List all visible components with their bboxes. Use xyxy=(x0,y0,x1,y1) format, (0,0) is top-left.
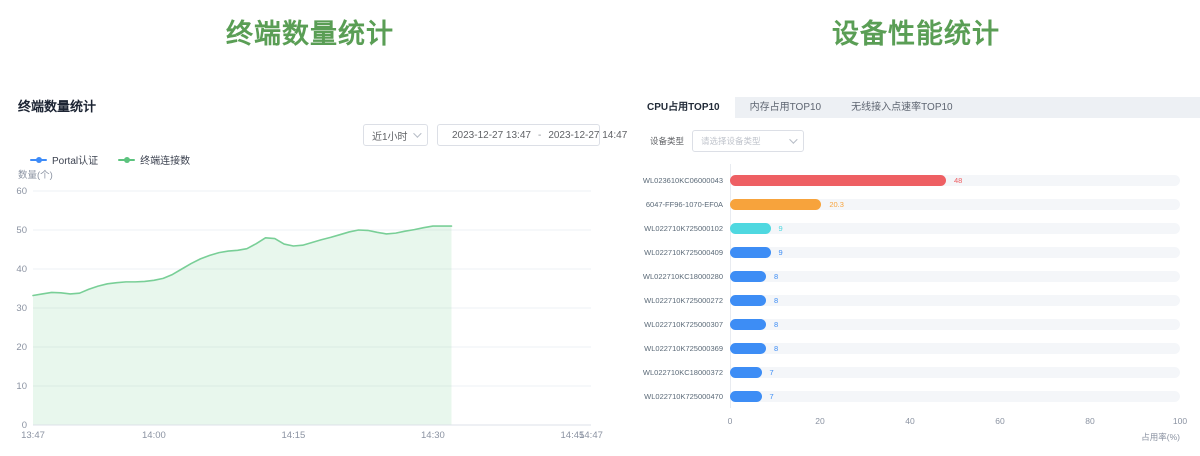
svg-text:60: 60 xyxy=(16,186,27,197)
right-page-title: 设备性能统计 xyxy=(632,12,1200,51)
bar-row: WL022710KC18000280 8 xyxy=(632,264,1180,288)
bar-row: WL023610KC06000043 48 xyxy=(632,168,1180,192)
device-label: WL022710K725000369 xyxy=(632,344,730,353)
bar-row: WL022710K725000102 9 xyxy=(632,216,1180,240)
performance-tabs: CPU占用TOP10内存占用TOP10无线接入点速率TOP10 xyxy=(632,97,1200,118)
bar-value: 8 xyxy=(774,271,778,282)
bar[interactable] xyxy=(730,343,766,354)
device-type-filter: 设备类型 请选择设备类型 xyxy=(650,130,804,152)
svg-text:14:00: 14:00 xyxy=(142,430,166,441)
device-label: WL022710KC18000280 xyxy=(632,272,730,281)
legend-item-1[interactable]: 终端连接数 xyxy=(118,152,190,167)
date-start: 2023-12-27 13:47 xyxy=(452,130,531,141)
legend-item-0[interactable]: Portal认证 xyxy=(30,152,98,167)
bar[interactable] xyxy=(730,391,762,402)
bar-value: 7 xyxy=(770,391,774,402)
bar-track: 48 xyxy=(730,175,1180,186)
svg-text:13:47: 13:47 xyxy=(21,430,45,441)
bar-value: 7 xyxy=(770,367,774,378)
date-end: 2023-12-27 14:47 xyxy=(548,130,627,141)
bar-value: 9 xyxy=(779,247,783,258)
bar-row: 6047-FF96-1070-EF0A 20.3 xyxy=(632,192,1180,216)
time-range-select[interactable]: 近1小时 xyxy=(363,124,428,146)
bar[interactable] xyxy=(730,199,821,210)
svg-text:14:30: 14:30 xyxy=(421,430,445,441)
bar-value: 8 xyxy=(774,343,778,354)
bar[interactable] xyxy=(730,247,771,258)
device-label: WL022710K725000272 xyxy=(632,296,730,305)
bar-track: 9 xyxy=(730,223,1180,234)
bar-track: 8 xyxy=(730,343,1180,354)
chevron-down-icon xyxy=(413,129,421,137)
date-range-input[interactable]: 2023-12-27 13:47 - 2023-12-27 14:47 xyxy=(437,124,600,146)
bar-value: 9 xyxy=(779,223,783,234)
svg-text:50: 50 xyxy=(16,225,27,236)
device-label: WL022710K725000409 xyxy=(632,248,730,257)
bar-row: WL022710K725000272 8 xyxy=(632,288,1180,312)
bar[interactable] xyxy=(730,271,766,282)
performance-tab-2[interactable]: 无线接入点速率TOP10 xyxy=(836,97,968,118)
cpu-top10-bar-chart: WL023610KC06000043 48 6047-FF96-1070-EF0A 2… xyxy=(632,168,1180,443)
bar[interactable] xyxy=(730,367,762,378)
device-label: WL022710K725000102 xyxy=(632,224,730,233)
legend-line-dot-icon xyxy=(118,156,135,163)
bar-track: 20.3 xyxy=(730,199,1180,210)
bar-row: WL022710K725000307 8 xyxy=(632,312,1180,336)
device-type-label: 设备类型 xyxy=(650,135,684,147)
device-label: WL022710K725000307 xyxy=(632,320,730,329)
bar-row: WL022710K725000470 7 xyxy=(632,384,1180,408)
bar-track: 8 xyxy=(730,319,1180,330)
legend-label: Portal认证 xyxy=(52,152,98,167)
device-type-placeholder: 请选择设备类型 xyxy=(701,135,761,147)
svg-text:14:15: 14:15 xyxy=(282,430,306,441)
bar-value: 8 xyxy=(774,319,778,330)
legend-line-dot-icon xyxy=(30,156,47,163)
legend-label: 终端连接数 xyxy=(140,152,190,167)
bar-value: 20.3 xyxy=(829,199,844,210)
terminal-stats-panel: 终端数量统计 终端数量统计 近1小时 2023-12-27 13:47 - 20… xyxy=(0,0,620,456)
bar-row: WL022710K725000369 8 xyxy=(632,336,1180,360)
chevron-down-icon xyxy=(789,135,797,143)
svg-text:20: 20 xyxy=(16,342,27,353)
date-separator: - xyxy=(537,130,542,141)
svg-text:40: 40 xyxy=(16,264,27,275)
line-chart-legend: Portal认证 终端连接数 xyxy=(30,152,190,167)
time-range-value: 近1小时 xyxy=(372,128,408,143)
left-card-header: 终端数量统计 xyxy=(18,96,96,115)
device-label: WL022710K725000470 xyxy=(632,392,730,401)
bar-track: 7 xyxy=(730,391,1180,402)
bar-row: WL022710KC18000372 7 xyxy=(632,360,1180,384)
bar[interactable] xyxy=(730,175,946,186)
bar-track: 7 xyxy=(730,367,1180,378)
device-label: 6047-FF96-1070-EF0A xyxy=(632,200,730,209)
bar-value: 8 xyxy=(774,295,778,306)
bar-chart-x-axis-title: 占用率(%) xyxy=(730,431,1180,443)
dashboard: 终端数量统计 终端数量统计 近1小时 2023-12-27 13:47 - 20… xyxy=(0,0,1200,456)
bar[interactable] xyxy=(730,319,766,330)
bar-value: 48 xyxy=(954,175,962,186)
bar[interactable] xyxy=(730,223,771,234)
y-axis-title: 数量(个) xyxy=(18,167,53,181)
terminal-line-chart: 010203040506013:4714:0014:1514:3014:4514… xyxy=(0,180,620,450)
bar[interactable] xyxy=(730,295,766,306)
bar-track: 8 xyxy=(730,271,1180,282)
device-performance-panel: 设备性能统计 CPU占用TOP10内存占用TOP10无线接入点速率TOP10 设… xyxy=(632,0,1200,456)
left-page-title: 终端数量统计 xyxy=(0,12,620,51)
svg-text:14:47: 14:47 xyxy=(579,430,603,441)
svg-text:30: 30 xyxy=(16,303,27,314)
svg-text:10: 10 xyxy=(16,381,27,392)
device-label: WL022710KC18000372 xyxy=(632,368,730,377)
performance-tab-0[interactable]: CPU占用TOP10 xyxy=(632,97,735,118)
time-controls: 近1小时 2023-12-27 13:47 - 2023-12-27 14:47 xyxy=(363,124,600,146)
performance-tab-1[interactable]: 内存占用TOP10 xyxy=(735,97,837,118)
device-type-select[interactable]: 请选择设备类型 xyxy=(692,130,804,152)
bar-chart-x-ticks: 020406080100 xyxy=(730,416,1180,428)
device-label: WL023610KC06000043 xyxy=(632,176,730,185)
bar-row: WL022710K725000409 9 xyxy=(632,240,1180,264)
bar-track: 8 xyxy=(730,295,1180,306)
bar-track: 9 xyxy=(730,247,1180,258)
